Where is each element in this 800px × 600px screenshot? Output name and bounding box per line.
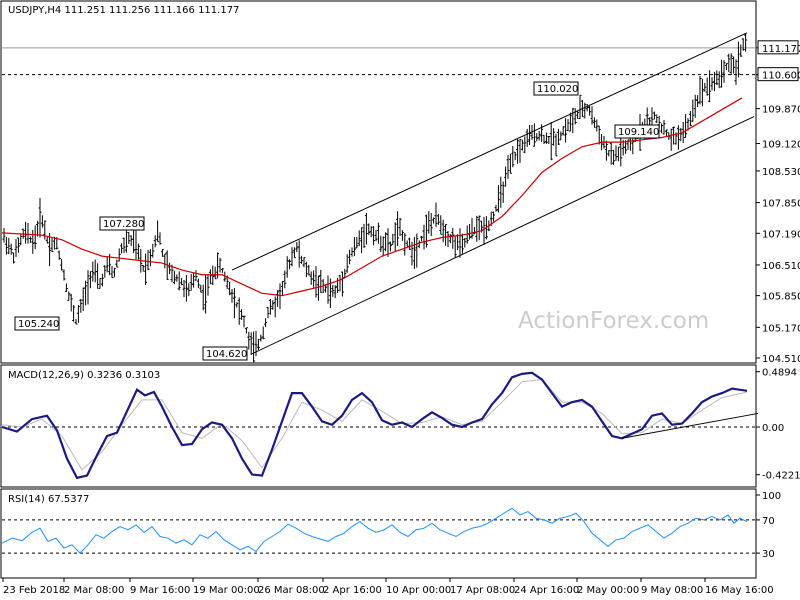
rsi-axis-label: 70 <box>762 516 775 527</box>
price-level-box <box>757 67 799 82</box>
rsi-panel-frame <box>0 488 757 579</box>
rsi-panel: 100 70 30 <box>1 491 781 560</box>
price-annotation-box <box>99 216 145 231</box>
ohlc-bars <box>2 33 748 363</box>
price-axis-label: 109.870 <box>762 105 800 116</box>
x-axis-label: 2 Mar 08:00 <box>64 585 124 596</box>
x-axis-label: 16 May 16:00 <box>705 585 774 596</box>
price-annotation-box <box>614 124 660 139</box>
price-annotation-box <box>202 346 248 361</box>
channel-lower-line <box>251 116 755 355</box>
x-axis-label: 10 Apr 00:00 <box>386 585 451 596</box>
macd-signal-line <box>1 379 748 471</box>
price-annotation-label: 109.140 <box>618 127 659 138</box>
price-axis-label: 105.850 <box>762 292 800 303</box>
price-annotation-label: 107.280 <box>103 219 144 230</box>
price-annotation-box <box>14 316 60 331</box>
price-annotation-label: 110.020 <box>537 84 578 95</box>
price-annotation-label: 105.240 <box>18 319 59 330</box>
price-level-box <box>757 40 799 55</box>
price-axis-label: 110.600 <box>762 71 800 82</box>
rsi-line <box>1 507 748 554</box>
price-chart-title: USDJPY,H4 111.251 111.256 111.166 111.17… <box>8 5 239 16</box>
rsi-title: RSI(14) 67.5377 <box>8 494 89 505</box>
x-axis-label: 26 Mar 08:00 <box>258 585 325 596</box>
macd-title: MACD(12,26,9) 0.3236 0.3103 <box>8 370 160 381</box>
price-annotation-label: 104.620 <box>206 349 247 360</box>
macd-trendline <box>621 412 759 439</box>
price-panel-frame <box>0 0 757 364</box>
macd-axis-label: 0.4894 <box>762 368 797 379</box>
moving-average-line <box>1 97 743 297</box>
macd-panel: 0.4894 0.00 -0.4221 <box>1 368 800 482</box>
price-annotation-box <box>533 81 579 96</box>
price-panel: 111.177 110.600 109.870 109.120 108.530 107.8… <box>1 32 800 365</box>
x-axis-label: 2 Apr 16:00 <box>323 585 382 596</box>
macd-axis-label: 0.00 <box>762 423 784 434</box>
x-axis-label: 2 May 00:00 <box>577 585 639 596</box>
macd-line <box>1 371 748 480</box>
price-axis-label: 106.510 <box>762 261 800 272</box>
x-axis-label: 23 Feb 2018 <box>3 585 65 596</box>
watermark: ActionForex.com <box>518 308 709 334</box>
price-axis-label: 107.850 <box>762 199 800 210</box>
price-axis-label: 109.120 <box>762 140 800 151</box>
macd-panel-frame <box>0 364 757 488</box>
x-axis-label: 9 Mar 16:00 <box>130 585 190 596</box>
x-axis-label: 17 Apr 08:00 <box>450 585 515 596</box>
price-axis-label: 108.530 <box>762 167 800 178</box>
x-axis-label: 24 Apr 16:00 <box>514 585 579 596</box>
x-axis-label: 9 May 08:00 <box>641 585 703 596</box>
price-axis-label: 107.190 <box>762 229 800 240</box>
x-axis-label: 19 Mar 00:00 <box>193 585 260 596</box>
rsi-axis-label: 30 <box>762 549 775 560</box>
macd-axis-label: -0.4221 <box>762 471 800 482</box>
rsi-axis-label: 100 <box>762 491 781 502</box>
price-axis-label: 104.510 <box>762 354 800 365</box>
price-axis-label: 105.170 <box>762 323 800 334</box>
price-axis-label: 111.177 <box>762 44 800 55</box>
channel-upper-line <box>231 32 748 271</box>
